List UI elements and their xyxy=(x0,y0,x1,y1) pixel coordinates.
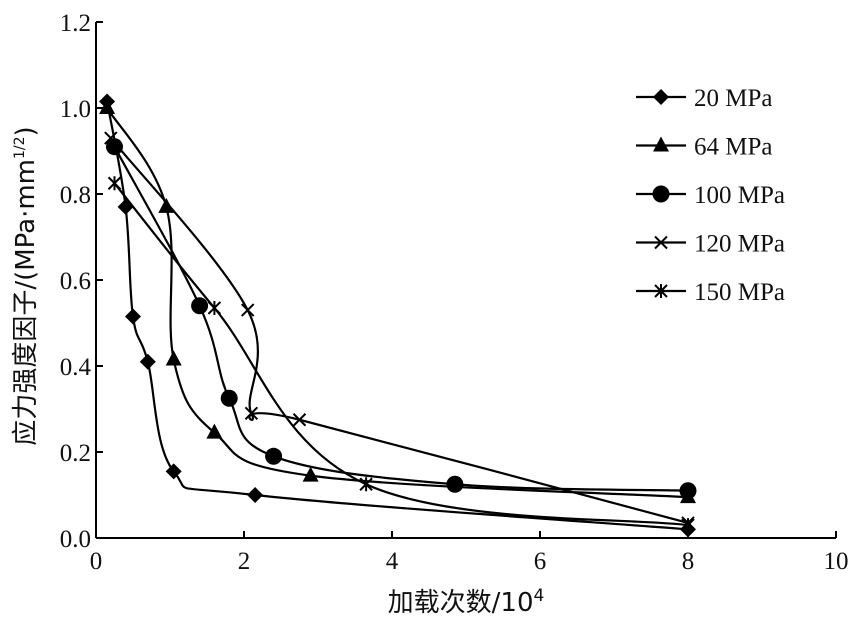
x-tick-label: 10 xyxy=(824,548,849,575)
data-point-diamond xyxy=(653,89,669,105)
data-point-asterisk xyxy=(107,176,122,191)
series-20-mpa xyxy=(99,93,696,538)
data-point-triangle xyxy=(302,466,319,482)
x-tick-label: 0 xyxy=(90,548,103,575)
y-tick-label: 1.2 xyxy=(60,10,91,37)
data-point-diamond xyxy=(247,487,264,503)
y-tick-label: 0.0 xyxy=(60,526,91,553)
x-axis-title: 加载次数/104 xyxy=(388,586,545,618)
y-tick-label: 0.6 xyxy=(60,268,91,295)
legend-label: 120 MPa xyxy=(694,231,785,258)
x-tick-label: 6 xyxy=(534,548,547,575)
data-point-circle xyxy=(679,482,697,500)
legend-label: 150 MPa xyxy=(694,279,785,306)
data-point-triangle xyxy=(165,350,182,366)
data-point-asterisk xyxy=(359,477,373,492)
x-tick-label: 4 xyxy=(386,548,399,575)
series-100-mpa xyxy=(106,138,697,500)
legend-item: 120 MPa xyxy=(636,231,785,258)
axes: 0.0 0.2 0.4 0.6 0.8 1.0 1.2 0 2 4 6 8 10 xyxy=(60,10,849,575)
data-point-diamond xyxy=(139,353,156,370)
data-point-diamond xyxy=(117,198,134,215)
data-point-diamond xyxy=(165,463,182,480)
legend: 20 MPa 64 MPa 100 MPa 120 MPa 150 MPa xyxy=(636,85,785,306)
data-point-circle xyxy=(265,447,283,465)
series-120-mpa xyxy=(104,131,695,530)
legend-item: 100 MPa xyxy=(636,182,785,209)
data-point-x xyxy=(240,303,255,317)
legend-label: 100 MPa xyxy=(694,182,785,209)
series-64-mpa xyxy=(99,99,696,504)
data-point-diamond xyxy=(125,308,141,325)
data-point-circle xyxy=(220,389,238,407)
series-line xyxy=(113,182,689,527)
x-tick-label: 2 xyxy=(238,548,251,575)
data-point-x xyxy=(104,131,118,145)
y-tick-label: 0.8 xyxy=(60,182,91,209)
x-tick-label: 8 xyxy=(682,548,695,575)
data-point-asterisk xyxy=(654,284,668,298)
data-point-x xyxy=(292,413,307,427)
data-point-triangle xyxy=(99,99,116,114)
legend-item: 20 MPa xyxy=(636,85,772,112)
data-point-circle xyxy=(652,185,670,203)
data-point-circle xyxy=(191,297,209,315)
legend-label: 64 MPa xyxy=(694,134,772,161)
legend-item: 150 MPa xyxy=(636,279,785,306)
y-tick-label: 0.4 xyxy=(60,354,92,381)
data-point-circle xyxy=(446,475,464,493)
data-point-asterisk xyxy=(207,300,222,315)
data-point-x xyxy=(244,406,259,421)
series-line xyxy=(106,101,689,531)
series-layer xyxy=(99,93,697,538)
data-point-x xyxy=(654,235,668,250)
series-line xyxy=(109,137,689,525)
series-150-mpa xyxy=(107,176,695,533)
data-point-asterisk xyxy=(681,518,695,533)
y-axis-title: 应力强度因子/(MPa·mm1/2) xyxy=(11,126,41,445)
data-point-circle xyxy=(106,138,123,156)
legend-label: 20 MPa xyxy=(694,85,772,112)
y-tick-label: 0.2 xyxy=(60,440,91,467)
data-point-triangle xyxy=(158,197,175,213)
y-tick-label: 1.0 xyxy=(60,96,91,123)
series-line xyxy=(113,146,689,492)
data-point-triangle xyxy=(653,136,669,152)
data-point-triangle xyxy=(206,423,223,439)
legend-item: 64 MPa xyxy=(636,134,772,161)
